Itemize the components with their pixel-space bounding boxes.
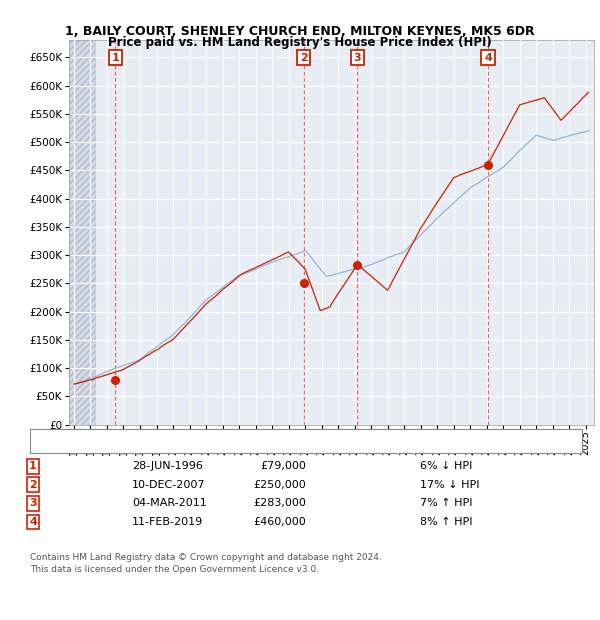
Text: 4: 4 — [29, 517, 37, 527]
Text: 4: 4 — [484, 53, 492, 63]
Text: HPI: Average price, detached house, Milton Keynes: HPI: Average price, detached house, Milt… — [93, 441, 342, 451]
Text: 04-MAR-2011: 04-MAR-2011 — [132, 498, 207, 508]
Text: Price paid vs. HM Land Registry's House Price Index (HPI): Price paid vs. HM Land Registry's House … — [108, 36, 492, 49]
Text: 2: 2 — [300, 53, 308, 63]
Text: ────: ──── — [42, 428, 69, 438]
Text: 1: 1 — [112, 53, 119, 63]
Text: £283,000: £283,000 — [253, 498, 306, 508]
Text: 11-FEB-2019: 11-FEB-2019 — [132, 517, 203, 527]
Text: 1: 1 — [29, 461, 37, 471]
Polygon shape — [69, 40, 95, 425]
Text: 10-DEC-2007: 10-DEC-2007 — [132, 480, 205, 490]
Text: This data is licensed under the Open Government Licence v3.0.: This data is licensed under the Open Gov… — [30, 565, 319, 574]
Text: 3: 3 — [353, 53, 361, 63]
Text: 2: 2 — [29, 480, 37, 490]
Text: 17% ↓ HPI: 17% ↓ HPI — [420, 480, 479, 490]
Text: 1, BAILY COURT, SHENLEY CHURCH END, MILTON KEYNES, MK5 6DR (detached house): 1, BAILY COURT, SHENLEY CHURCH END, MILT… — [93, 428, 512, 438]
Text: 1, BAILY COURT, SHENLEY CHURCH END, MILTON KEYNES, MK5 6DR: 1, BAILY COURT, SHENLEY CHURCH END, MILT… — [65, 25, 535, 38]
Text: ────: ──── — [42, 441, 69, 451]
Text: 6% ↓ HPI: 6% ↓ HPI — [420, 461, 472, 471]
Text: 28-JUN-1996: 28-JUN-1996 — [132, 461, 203, 471]
Text: £79,000: £79,000 — [260, 461, 306, 471]
Text: £460,000: £460,000 — [253, 517, 306, 527]
Text: Contains HM Land Registry data © Crown copyright and database right 2024.: Contains HM Land Registry data © Crown c… — [30, 554, 382, 562]
Text: 7% ↑ HPI: 7% ↑ HPI — [420, 498, 473, 508]
Text: 3: 3 — [29, 498, 37, 508]
Text: 8% ↑ HPI: 8% ↑ HPI — [420, 517, 473, 527]
Text: £250,000: £250,000 — [253, 480, 306, 490]
